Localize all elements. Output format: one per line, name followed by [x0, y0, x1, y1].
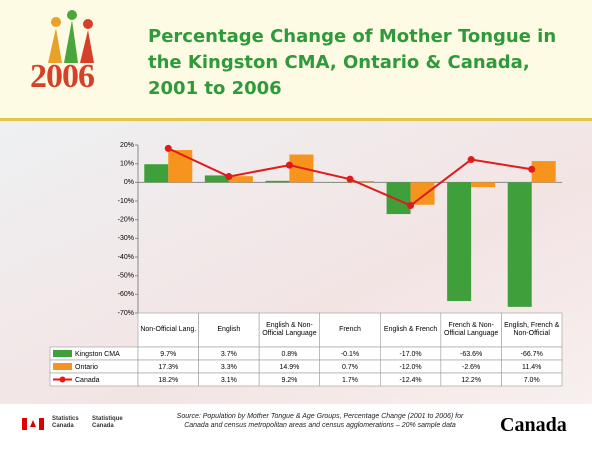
category-label-box: French & Non-Official Language — [442, 313, 501, 347]
bar — [471, 182, 495, 187]
category-label-box: English, French & Non-Official — [502, 313, 561, 347]
y-tick-label: -30% — [118, 235, 134, 242]
slide-title: Percentage Change of Mother Tongue in th… — [148, 24, 578, 102]
y-tick-label: -70% — [118, 310, 134, 317]
y-tick-label: -20% — [118, 217, 134, 224]
table-value: 3.1% — [221, 377, 237, 384]
line-point — [407, 202, 414, 209]
category-label: French & Non-Official Language — [442, 313, 501, 347]
table-value: 1.7% — [342, 377, 358, 384]
category-label: English & French — [381, 313, 440, 347]
table-value: 7.0% — [524, 377, 540, 384]
table-value: -12.0% — [399, 364, 421, 371]
chart: 20% 10% 0% -10% -20% -30% -40% -50% -60% -70% Non-… — [0, 121, 592, 404]
category-label-box: Non-Official Lang. — [139, 313, 198, 347]
legend-swatch — [60, 377, 66, 383]
y-tick-label: 0% — [124, 179, 134, 186]
table-value: 9.2% — [281, 377, 297, 384]
y-tick-label: -40% — [118, 254, 134, 261]
bar — [205, 175, 229, 182]
logo-text: 2006 — [30, 58, 94, 96]
legend-label: Ontario — [75, 364, 98, 371]
agency-en: Statistics Canada — [52, 416, 86, 430]
line-point — [286, 162, 293, 169]
table-value: -63.6% — [460, 351, 482, 358]
table-value: 0.8% — [281, 351, 297, 358]
category-label: English — [200, 313, 259, 347]
bar — [144, 164, 168, 182]
table-value: -0.1% — [341, 351, 359, 358]
table-value: -66.7% — [521, 351, 543, 358]
table-value: -12.4% — [399, 377, 421, 384]
bar — [447, 182, 471, 301]
legend-label: Canada — [75, 377, 100, 384]
table-value: -2.6% — [462, 364, 480, 371]
legend-swatch — [53, 350, 72, 357]
table-value: 14.9% — [279, 364, 299, 371]
table-value: 3.3% — [221, 364, 237, 371]
table-value: 17.3% — [158, 364, 178, 371]
category-label-box: French — [321, 313, 380, 347]
category-label-box: English & French — [381, 313, 440, 347]
line-point — [165, 145, 172, 152]
y-tick-label: -10% — [118, 198, 134, 205]
bar — [532, 161, 556, 182]
line-point — [225, 173, 232, 180]
table-value: 3.7% — [221, 351, 237, 358]
legend-swatch — [53, 363, 72, 370]
category-label-box: English & Non-Official Language — [260, 313, 319, 347]
line-point — [347, 176, 354, 183]
flag — [22, 418, 44, 430]
line-point — [468, 156, 475, 163]
category-label: Non-Official Lang. — [139, 313, 198, 347]
y-tick-label: 10% — [120, 161, 134, 168]
bar — [229, 176, 253, 182]
line-point — [528, 166, 535, 173]
table-value: 11.4% — [522, 364, 541, 371]
category-label: English & Non-Official Language — [260, 313, 319, 347]
category-label: English, French & Non-Official — [502, 313, 561, 347]
footer: Statistics Canada Statistique Canada Sou… — [0, 404, 592, 449]
y-tick-label: -50% — [118, 273, 134, 280]
table-value: 18.2% — [158, 377, 178, 384]
slide: 2006 Percentage Change of Mother Tongue … — [0, 0, 592, 449]
bar — [387, 182, 411, 214]
bar — [411, 182, 435, 204]
category-label: French — [321, 313, 380, 347]
canada-wordmark: Canada — [500, 414, 567, 437]
y-tick-label: -60% — [118, 291, 134, 298]
source-note: Source: Population by Mother Tongue & Ag… — [170, 412, 470, 430]
category-label-box: English — [200, 313, 259, 347]
agency-fr: Statistique Canada — [92, 416, 126, 430]
table-value: 9.7% — [160, 351, 176, 358]
bar — [508, 182, 532, 307]
header: 2006 Percentage Change of Mother Tongue … — [0, 0, 592, 121]
legend-label: Kingston CMA — [75, 351, 120, 358]
table-value: 12.2% — [461, 377, 481, 384]
y-tick-label: 20% — [120, 142, 134, 149]
table-value: -17.0% — [399, 351, 421, 358]
table-value: 0.7% — [342, 364, 358, 371]
bar — [265, 181, 289, 182]
